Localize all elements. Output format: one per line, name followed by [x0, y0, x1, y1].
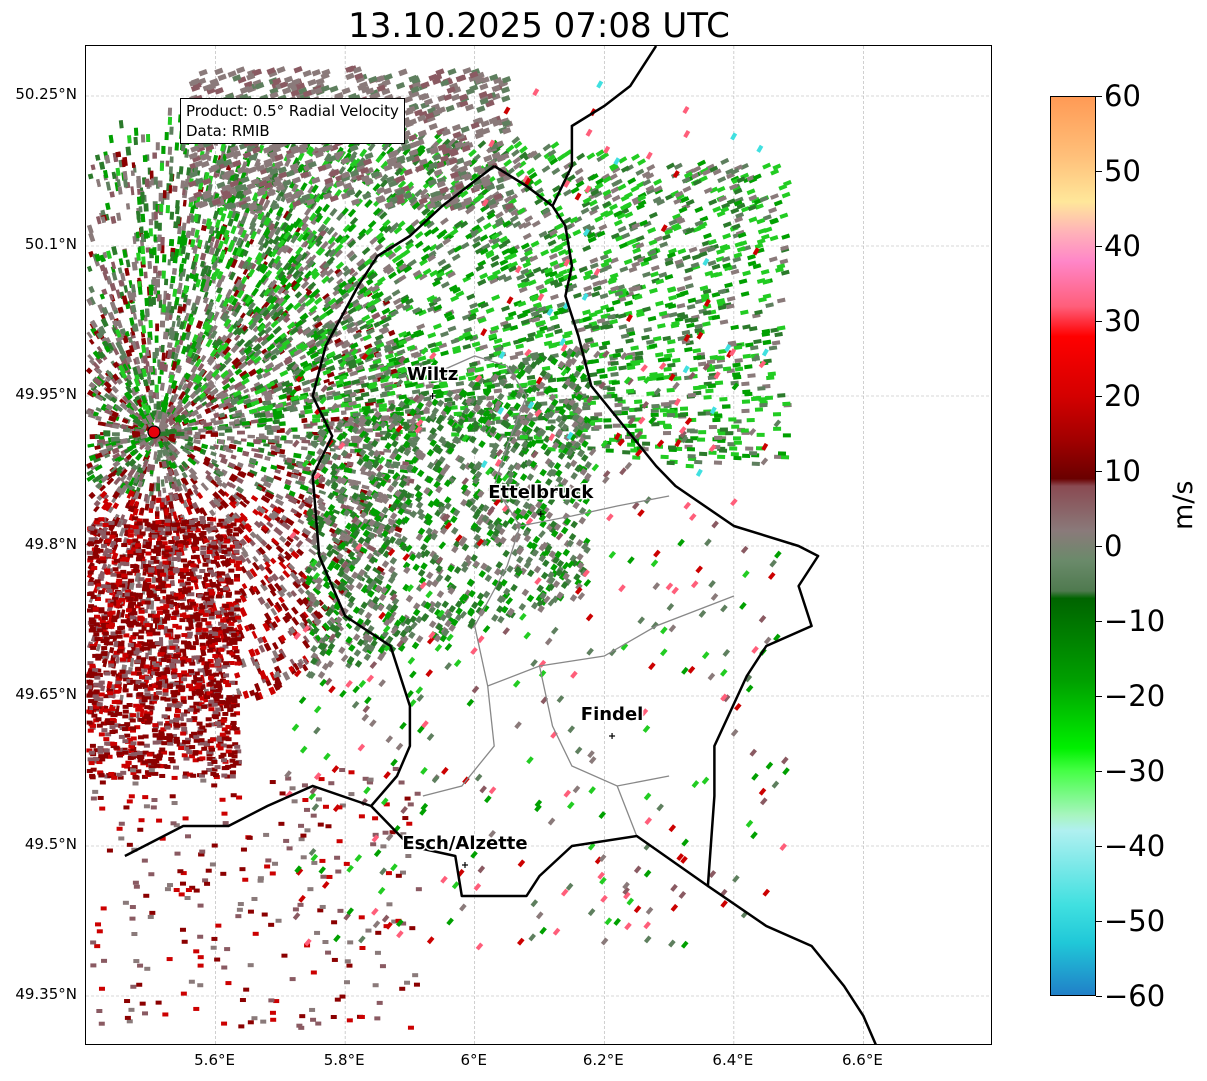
- city-markers: Wiltz Ettelbruck Findel Esch/Alzette: [401, 363, 645, 868]
- colorbar-tick-label: 20: [1104, 379, 1141, 413]
- luxembourg-border: [311, 164, 820, 898]
- longitude-tick-label: 6.4°E: [712, 1051, 754, 1069]
- colorbar-tick-mark: [1096, 771, 1102, 772]
- colorbar-tick-label: −30: [1104, 754, 1166, 788]
- longitude-tick-label: 5.8°E: [323, 1051, 365, 1069]
- longitude-tick-label: 6°E: [460, 1051, 487, 1069]
- colorbar-tick-mark: [1096, 321, 1102, 322]
- radar-map[interactable]: Wiltz Ettelbruck Findel Esch/Alzette Produc…: [85, 45, 992, 1045]
- latitude-tick-label: 49.35°N: [15, 985, 77, 1003]
- city-marker: Ettelbruck: [487, 481, 596, 517]
- longitude-tick-label: 6.6°E: [842, 1051, 883, 1069]
- longitude-tick-label: 5.6°E: [194, 1051, 235, 1069]
- colorbar-tick-mark: [1096, 471, 1102, 472]
- colorbar-tick-mark: [1096, 921, 1102, 922]
- city-label: Ettelbruck: [488, 482, 594, 503]
- colorbar-tick-mark: [1096, 621, 1102, 622]
- canton-line: [429, 355, 528, 527]
- country-border: [124, 46, 877, 1044]
- map-title: 13.10.2025 07:08 UTC: [348, 6, 730, 46]
- belgium-france-border: [124, 784, 372, 858]
- colorbar-tick-mark: [1096, 171, 1102, 172]
- latitude-tick-label: 49.95°N: [15, 385, 77, 403]
- canton-line: [616, 785, 638, 837]
- colorbar-tick-label: 10: [1104, 454, 1141, 488]
- colorbar-tick-mark: [1096, 846, 1102, 847]
- latitude-tick-label: 49.8°N: [24, 535, 77, 553]
- canton-line: [474, 525, 521, 687]
- colorbar-tick-mark: [1096, 696, 1102, 697]
- city-marker: Findel: [579, 703, 645, 739]
- colorbar-tick-label: −40: [1104, 829, 1166, 863]
- colorbar-tick-label: 0: [1104, 529, 1123, 563]
- colorbar-tick-mark: [1096, 996, 1102, 997]
- data-source-label: Data: RMIB: [186, 122, 270, 140]
- colorbar-tick-label: −60: [1104, 979, 1166, 1013]
- radar-site-dot: [147, 425, 161, 439]
- city-label: Findel: [581, 704, 644, 725]
- colorbar-tick-label: −10: [1104, 604, 1166, 638]
- canton-line: [519, 495, 670, 527]
- colorbar-tick-label: 30: [1104, 304, 1141, 338]
- latitude-tick-label: 49.65°N: [15, 685, 77, 703]
- velocity-colorbar: [1050, 96, 1096, 996]
- longitude-tick-label: 6.2°E: [582, 1051, 624, 1069]
- product-label: Product: 0.5° Radial Velocity: [186, 102, 399, 120]
- city-label: Wiltz: [407, 364, 458, 385]
- latitude-tick-label: 50.1°N: [24, 235, 77, 253]
- map-canvas: Wiltz Ettelbruck Findel Esch/Alzette: [86, 46, 991, 1044]
- product-info-box: Product: 0.5° Radial Velocity Data: RMIB: [180, 98, 405, 144]
- city-label: Esch/Alzette: [402, 833, 527, 854]
- canton-line: [422, 685, 495, 797]
- colorbar-tick-label: 40: [1104, 229, 1141, 263]
- colorbar-tick-label: −50: [1104, 904, 1166, 938]
- colorbar-tick-mark: [1096, 246, 1102, 247]
- colorbar-tick-label: 60: [1104, 79, 1141, 113]
- city-marker: Wiltz: [405, 363, 460, 399]
- city-marker: Esch/Alzette: [401, 832, 529, 868]
- colorbar-tick-mark: [1096, 396, 1102, 397]
- canton-borders: [422, 355, 735, 837]
- canton-line: [487, 595, 735, 687]
- colorbar-unit: m/s: [1168, 480, 1199, 530]
- germany-france-border: [707, 884, 877, 1044]
- colorbar-tick-label: 50: [1104, 154, 1141, 188]
- latitude-tick-label: 49.5°N: [24, 835, 77, 853]
- colorbar-tick-label: −20: [1104, 679, 1166, 713]
- canton-line: [538, 665, 670, 787]
- latitude-tick-label: 50.25°N: [15, 85, 77, 103]
- radar-site-marker: [147, 425, 161, 439]
- colorbar-tick-mark: [1096, 546, 1102, 547]
- germany-belgium-border: [551, 46, 658, 207]
- colorbar-tick-mark: [1096, 96, 1102, 97]
